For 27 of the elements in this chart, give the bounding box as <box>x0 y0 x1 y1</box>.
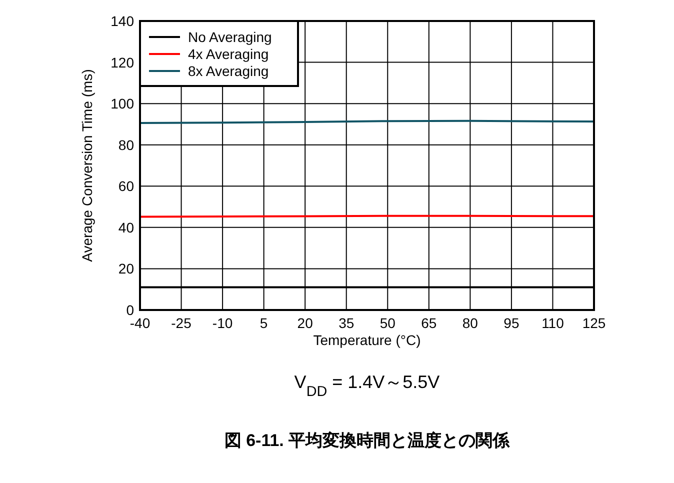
y-tick-label: 80 <box>118 136 134 153</box>
x-tick-label: 65 <box>421 315 437 331</box>
y-axis-title: Average Conversion Time (ms) <box>79 69 95 262</box>
x-tick-label: 125 <box>582 315 606 331</box>
y-tick-label: 140 <box>110 13 134 29</box>
y-tick-label: 0 <box>126 302 134 318</box>
x-tick-label: -10 <box>212 315 233 331</box>
legend-label: 4x Averaging <box>188 46 269 62</box>
x-tick-label: -40 <box>130 315 150 331</box>
text: 図 6-11. 平均変換時間と温度との関係 <box>224 431 511 450</box>
x-tick-label: -25 <box>171 315 192 331</box>
legend-label: 8x Averaging <box>188 63 269 79</box>
y-tick-label: 60 <box>118 178 134 194</box>
x-tick-label: 35 <box>338 315 354 331</box>
x-tick-label: 20 <box>297 315 314 331</box>
x-tick-label: 50 <box>380 315 396 331</box>
x-tick-label: 80 <box>462 315 478 331</box>
y-tick-label: 40 <box>118 219 134 236</box>
y-tick-label: 20 <box>118 260 134 277</box>
text: V$_{DD}$ = 1.4V～5.5V <box>294 372 440 400</box>
y-tick-label: 100 <box>110 96 134 112</box>
x-tick-label: 110 <box>542 315 564 331</box>
x-tick-label: 95 <box>504 315 520 331</box>
x-tick-label: 5 <box>260 315 268 331</box>
y-tick-label: 120 <box>110 54 134 70</box>
x-axis-title: Temperature (°C) <box>313 332 421 348</box>
legend-label: No Averaging <box>188 29 272 45</box>
